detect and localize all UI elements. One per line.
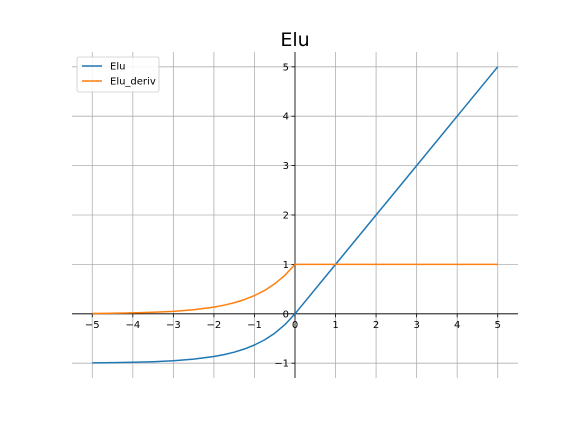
y-tick-label: 2 xyxy=(283,211,289,222)
x-tick-label: 3 xyxy=(413,320,419,331)
y-tick-label: −1 xyxy=(274,359,289,370)
x-tick-label: 0 xyxy=(292,320,298,331)
x-tick-label: 5 xyxy=(495,320,501,331)
y-tick-label: 4 xyxy=(283,112,289,123)
x-tick-label: −5 xyxy=(85,320,100,331)
x-tick-label: −3 xyxy=(166,320,181,331)
x-tick-label: 2 xyxy=(373,320,379,331)
x-tick-label: −2 xyxy=(207,320,222,331)
legend-label-elu: Elu xyxy=(110,62,125,73)
y-tick-label: 5 xyxy=(283,62,289,73)
legend-label-elu-deriv: Elu_deriv xyxy=(110,77,156,88)
series-group xyxy=(92,66,499,364)
x-tick-label: −1 xyxy=(247,320,262,331)
y-tick-label: 0 xyxy=(283,309,289,320)
x-tick-label: 4 xyxy=(454,320,460,331)
axis-ticks: −5 −4 −3 −2 −1 0 1 2 3 4 5 −1 0 1 2 3 4 5 xyxy=(85,62,501,369)
legend: Elu Elu_deriv xyxy=(76,56,160,93)
chart-title: Elu xyxy=(280,29,309,51)
x-tick-label: 1 xyxy=(332,320,338,331)
x-tick-label: −4 xyxy=(125,320,140,331)
series-line-elu-deriv xyxy=(92,263,498,315)
y-tick-label: 3 xyxy=(283,161,289,172)
series-line-elu xyxy=(92,66,499,364)
y-tick-label: 1 xyxy=(283,260,289,271)
